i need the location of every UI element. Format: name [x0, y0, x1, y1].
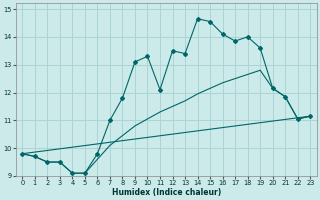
X-axis label: Humidex (Indice chaleur): Humidex (Indice chaleur) — [112, 188, 221, 197]
